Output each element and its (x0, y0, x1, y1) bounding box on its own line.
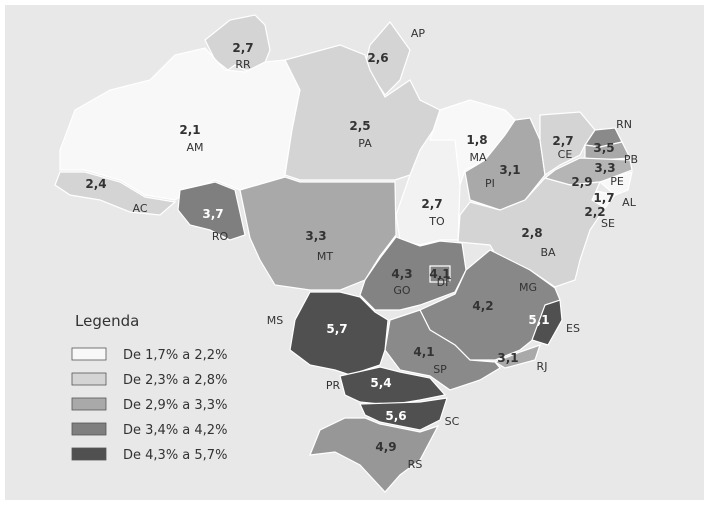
state (289, 291, 389, 376)
state-value: 2,6 (367, 51, 388, 65)
state (359, 236, 467, 311)
state (429, 265, 451, 283)
legend-swatch (71, 347, 107, 361)
state-code: AL (622, 196, 637, 209)
state-value: 5,1 (528, 313, 549, 327)
state-code: TO (428, 215, 445, 228)
state-value: 2,5 (349, 119, 370, 133)
legend-label: De 2,9% a 3,3% (123, 398, 227, 413)
state-code: PE (610, 175, 624, 188)
state-value: 3,7 (202, 207, 223, 221)
state-value: 5,6 (385, 409, 406, 423)
state-value: 3,1 (497, 351, 518, 365)
state-value: 4,1 (413, 345, 434, 359)
state (177, 181, 246, 241)
state-code: AC (132, 202, 147, 215)
state (359, 397, 448, 431)
state-value: 3,1 (499, 163, 520, 177)
state-code: GO (393, 284, 411, 297)
legend-label: De 1,7% a 2,2% (123, 348, 227, 363)
state-value: 4,3 (391, 267, 412, 281)
state-value: 2,7 (552, 134, 573, 148)
legend-swatch (71, 372, 107, 386)
state-code: DF (437, 276, 452, 289)
state-code: MG (519, 281, 537, 294)
state-code: SE (601, 217, 615, 230)
state-code: CE (558, 148, 573, 161)
state-code: MA (469, 151, 486, 164)
legend: De 1,7% a 2,2% De 2,3% a 2,8% De 2,9% a 3,… (71, 347, 227, 463)
state-code: PR (326, 379, 341, 392)
legend-title: Legenda (75, 312, 139, 330)
state-code: MT (317, 250, 333, 263)
state (54, 171, 177, 216)
legend-swatch (71, 447, 107, 461)
state-code: PI (485, 177, 495, 190)
state-code: RJ (537, 360, 548, 373)
legend-label: De 2,3% a 2,8% (123, 373, 227, 388)
legend-label: De 4,3% a 5,7% (123, 448, 227, 463)
state-value: 3,5 (593, 141, 614, 155)
state-value: 2,7 (421, 197, 442, 211)
state-code: RN (616, 118, 632, 131)
state-code: RS (408, 458, 423, 471)
state-value: 5,4 (370, 376, 391, 390)
state-value: 2,8 (521, 226, 542, 240)
state-value: 2,1 (179, 123, 200, 137)
state-code: SC (445, 415, 460, 428)
state (539, 111, 596, 177)
state-code: ES (566, 322, 580, 335)
state (339, 366, 447, 406)
state-value: 2,2 (584, 205, 605, 219)
state (309, 417, 440, 493)
state-value: 3,3 (594, 161, 615, 175)
state (384, 309, 501, 391)
state-code: AM (186, 141, 203, 154)
state-code: SP (433, 363, 447, 376)
state-value: 3,3 (305, 229, 326, 243)
state-code: MS (267, 314, 283, 327)
state (457, 177, 606, 288)
state-code: RO (212, 230, 229, 243)
legend-swatch (71, 422, 107, 436)
labels: 2,7 RR 2,6 AP 2,1 AM 2,4 AC 2,5 PA 3,7 R… (85, 27, 638, 471)
state-value: 5,7 (326, 322, 347, 336)
state (598, 171, 633, 196)
state (493, 344, 541, 369)
state-code: RR (235, 58, 251, 71)
state-value: 4,2 (472, 299, 493, 313)
state (531, 299, 563, 346)
legend-swatch (71, 397, 107, 411)
state-value: 2,7 (232, 41, 253, 55)
state-value: 2,4 (85, 177, 106, 191)
state-code: AP (411, 27, 426, 40)
state-value: 2,9 (571, 175, 592, 189)
state-value: 1,7 (593, 191, 614, 205)
legend-label: De 3,4% a 4,2% (123, 423, 227, 438)
state-code: PA (358, 137, 372, 150)
state-value: 1,8 (466, 133, 487, 147)
state-code: BA (540, 246, 556, 259)
state-value: 4,1 (429, 267, 450, 281)
state-value: 4,9 (375, 440, 396, 454)
state-code: PB (624, 153, 638, 166)
